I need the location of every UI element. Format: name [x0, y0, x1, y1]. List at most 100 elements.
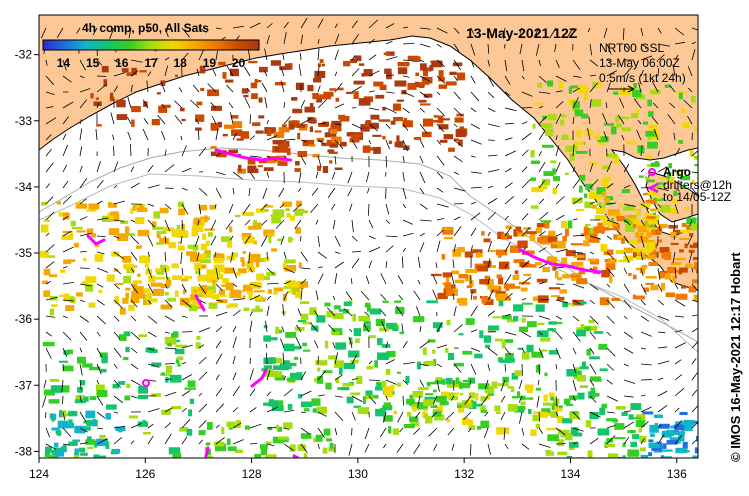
current-vector — [504, 75, 511, 85]
sst-pixel — [186, 251, 198, 256]
sst-pixel — [356, 376, 363, 385]
sst-pixel — [649, 424, 659, 433]
sst-pixel — [145, 269, 153, 275]
sst-pixel — [678, 140, 683, 144]
sst-pixel — [590, 387, 596, 392]
current-vector — [334, 395, 343, 398]
sst-pixel — [547, 113, 557, 121]
current-vector — [470, 291, 473, 301]
sst-pixel — [661, 430, 672, 438]
current-vector — [178, 87, 183, 93]
current-vector — [96, 84, 107, 93]
sst-pixel — [379, 327, 389, 332]
sst-pixel — [476, 265, 489, 272]
sst-pixel — [218, 289, 226, 295]
current-vector — [142, 128, 149, 141]
sst-pixel — [581, 113, 589, 119]
current-vector — [130, 347, 138, 354]
sst-pixel — [152, 226, 159, 230]
current-vector — [623, 331, 634, 339]
sst-pixel — [521, 317, 526, 323]
current-vector — [417, 395, 421, 408]
current-vector — [623, 315, 628, 320]
current-vector — [487, 241, 493, 253]
current-vector — [385, 155, 388, 168]
sst-pixel — [184, 275, 192, 280]
sst-pixel — [175, 358, 180, 364]
sst-pixel — [584, 223, 591, 227]
sst-pixel — [116, 233, 129, 241]
sst-pixel — [131, 67, 137, 75]
sst-pixel — [630, 441, 637, 448]
current-vector — [79, 347, 83, 353]
sst-pixel — [99, 434, 106, 439]
sst-pixel — [302, 139, 315, 147]
current-vector — [164, 331, 170, 334]
sst-pixel — [287, 236, 293, 243]
sst-pixel — [272, 209, 285, 218]
sst-pixel — [543, 402, 553, 406]
current-vector — [538, 443, 551, 448]
current-vector — [79, 99, 88, 109]
current-vector — [470, 107, 477, 113]
sst-pixel — [592, 204, 597, 209]
sst-pixel — [151, 362, 162, 367]
current-vector — [44, 411, 47, 419]
current-vector — [436, 59, 446, 68]
sst-pixel — [489, 249, 496, 253]
current-vector — [226, 65, 234, 77]
sst-pixel — [669, 176, 675, 182]
current-vector — [311, 187, 319, 196]
sst-pixel — [181, 118, 186, 122]
current-vector — [164, 149, 167, 157]
sst-pixel — [412, 316, 425, 323]
sst-pixel — [496, 249, 508, 256]
sst-pixel — [188, 409, 193, 417]
x-tick-label: 124 — [29, 467, 49, 481]
sst-pixel — [385, 368, 391, 375]
sst-pixel — [674, 424, 685, 431]
sst-pixel — [536, 278, 548, 283]
sst-pixel — [254, 79, 258, 83]
sst-pixel — [544, 372, 548, 377]
sst-pixel — [570, 274, 580, 278]
sst-pixel — [663, 456, 672, 458]
current-vector — [555, 214, 565, 221]
current-vector — [298, 171, 302, 184]
sst-pixel — [184, 387, 197, 390]
sst-pixel — [236, 138, 244, 141]
current-vector — [419, 203, 428, 210]
sst-pixel — [446, 419, 451, 423]
sst-pixel — [646, 240, 655, 243]
current-vector — [264, 71, 268, 77]
current-vector — [180, 235, 183, 244]
current-vector — [572, 379, 577, 392]
sst-pixel — [448, 147, 455, 152]
current-vector — [487, 123, 500, 128]
sst-pixel — [167, 343, 172, 347]
sst-pixel — [623, 255, 634, 262]
y-tick-label: -34 — [15, 180, 33, 194]
current-vector — [266, 119, 269, 125]
current-vector — [419, 232, 425, 237]
sst-pixel — [606, 418, 617, 422]
sst-pixel — [82, 258, 87, 262]
sst-pixel — [503, 283, 515, 289]
sst-pixel — [696, 435, 698, 442]
current-vector — [453, 43, 460, 52]
current-vector — [419, 75, 431, 82]
current-vector — [691, 327, 698, 333]
current-vector — [537, 379, 540, 386]
current-vector — [385, 219, 390, 224]
current-vector — [470, 347, 481, 352]
sst-pixel — [430, 404, 438, 408]
sst-pixel — [358, 315, 370, 322]
sst-pixel — [348, 337, 353, 341]
sst-pixel — [638, 428, 643, 433]
current-vector — [130, 315, 137, 322]
current-vector — [62, 281, 74, 285]
current-vector — [589, 59, 599, 67]
sst-pixel — [155, 268, 162, 272]
current-vector — [432, 274, 438, 285]
sst-pixel — [200, 243, 208, 251]
